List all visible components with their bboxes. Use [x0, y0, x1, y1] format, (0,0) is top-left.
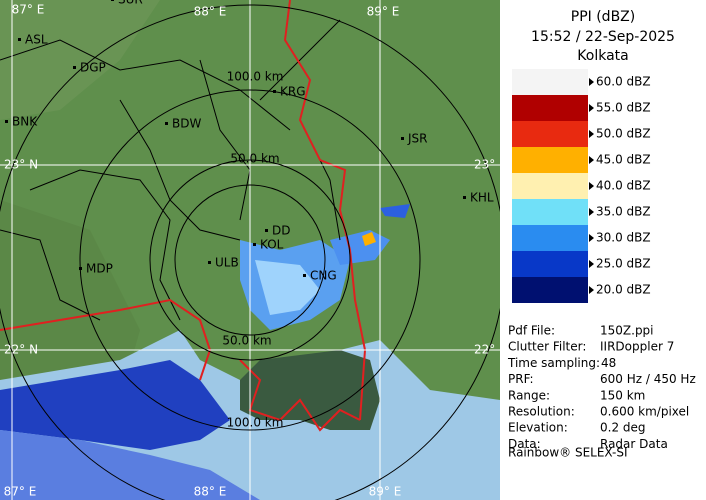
range-label: 50.0 km	[230, 152, 279, 166]
legend-pointer	[589, 104, 594, 112]
city-marker	[111, 0, 114, 1]
city-label: MDP	[86, 262, 113, 276]
legend-pointer	[589, 78, 594, 86]
city-label: KHL	[470, 191, 494, 205]
city-label: DGP	[80, 61, 106, 75]
city-label: ASL	[25, 33, 48, 47]
info-key: Time sampling:	[507, 356, 600, 370]
info-value: 150 km	[600, 388, 645, 402]
city-label: JSR	[407, 132, 428, 146]
city-marker	[273, 90, 276, 93]
info-panel: PPI (dBZ) 15:52 / 22-Sep-2025 Kolkata 60…	[500, 0, 706, 500]
latitude-label: 23° N	[474, 158, 508, 172]
city-marker	[265, 229, 268, 232]
legend-label: 20.0 dBZ	[596, 283, 651, 297]
city-marker	[303, 274, 306, 277]
city-marker	[5, 120, 8, 123]
info-key: Range:	[508, 388, 550, 402]
longitude-label: 87° E	[12, 3, 45, 17]
info-key: Resolution:	[508, 405, 575, 419]
range-rings	[0, 4, 500, 500]
city-marker	[208, 261, 211, 264]
latitude-label: 23° N	[4, 158, 38, 172]
legend-pointer	[589, 260, 594, 268]
info-value: 48	[601, 356, 616, 370]
legend-pointer	[589, 182, 594, 190]
info-value: IIRDoppler 7	[600, 340, 674, 354]
legend-swatch	[512, 225, 588, 251]
footer: Rainbow® SELEX-SI	[508, 446, 628, 460]
city-label: ULB	[215, 256, 239, 270]
longitude-label: 89° E	[369, 485, 402, 499]
longitude-label: 87° E	[4, 485, 37, 499]
city-label: SUR	[118, 0, 143, 7]
legend-pointer	[589, 286, 594, 294]
legend-pointer	[589, 208, 594, 216]
legend-label: 25.0 dBZ	[596, 257, 651, 271]
city-label: BNK	[12, 115, 38, 129]
legend-label: 45.0 dBZ	[596, 153, 651, 167]
info-value: 0.600 km/pixel	[600, 405, 689, 419]
latitude-label: 22° N	[474, 343, 508, 357]
legend-pointer	[589, 234, 594, 242]
range-label: 50.0 km	[222, 334, 271, 348]
legend-swatch	[512, 199, 588, 225]
info-value: 150Z.ppi	[600, 324, 654, 338]
legend-label: 40.0 dBZ	[596, 179, 651, 193]
city-label: KOL	[260, 238, 284, 252]
latitude-label: 22° N	[4, 343, 38, 357]
city-marker	[79, 267, 82, 270]
graticule	[0, 0, 500, 500]
info-key: PRF:	[508, 372, 534, 386]
info-key: Pdf File:	[508, 324, 555, 338]
city-label: CNG	[310, 269, 337, 283]
range-label: 100.0 km	[227, 70, 284, 84]
legend-label: 50.0 dBZ	[596, 127, 651, 141]
legend-pointer	[589, 156, 594, 164]
longitude-label: 89° E	[367, 5, 400, 19]
legend-swatch	[512, 95, 588, 121]
map: 87° E 88° E 89° E 87° E 88° E 89° E 23° N 22° N…	[0, 0, 508, 500]
range-label: 100.0 km	[227, 416, 284, 430]
legend-swatch	[512, 173, 588, 199]
longitude-label: 88° E	[194, 5, 227, 19]
legend-label: 35.0 dBZ	[596, 205, 651, 219]
city-label: BDW	[172, 117, 201, 131]
city-marker	[165, 122, 168, 125]
info-key: Data:	[508, 437, 541, 451]
city-marker	[401, 137, 404, 140]
city-marker	[73, 66, 76, 69]
legend-label: 55.0 dBZ	[596, 101, 651, 115]
city-marker	[18, 38, 21, 41]
legend-label: 30.0 dBZ	[596, 231, 651, 245]
legend-label: 60.0 dBZ	[596, 75, 651, 89]
panel-time: 15:52 / 22-Sep-2025	[531, 29, 675, 45]
city-marker	[463, 196, 466, 199]
city-label: DD	[272, 224, 290, 238]
info-value: 0.2 deg	[600, 421, 646, 435]
legend-swatch	[512, 121, 588, 147]
legend-swatch	[512, 69, 588, 95]
legend-swatch	[512, 147, 588, 173]
info-value: Radar Data	[600, 437, 668, 451]
info-value: 600 Hz / 450 Hz	[600, 372, 696, 386]
legend-swatch	[512, 277, 588, 303]
info-key: Elevation:	[508, 421, 568, 435]
longitude-label: 88° E	[194, 485, 227, 499]
city-marker	[253, 243, 256, 246]
legend-pointer	[589, 130, 594, 138]
legend-swatch	[512, 251, 588, 277]
city-label: KRG	[280, 85, 306, 99]
panel-title: PPI (dBZ)	[571, 9, 635, 25]
info-key: Clutter Filter:	[508, 340, 586, 354]
panel-station: Kolkata	[577, 48, 628, 64]
